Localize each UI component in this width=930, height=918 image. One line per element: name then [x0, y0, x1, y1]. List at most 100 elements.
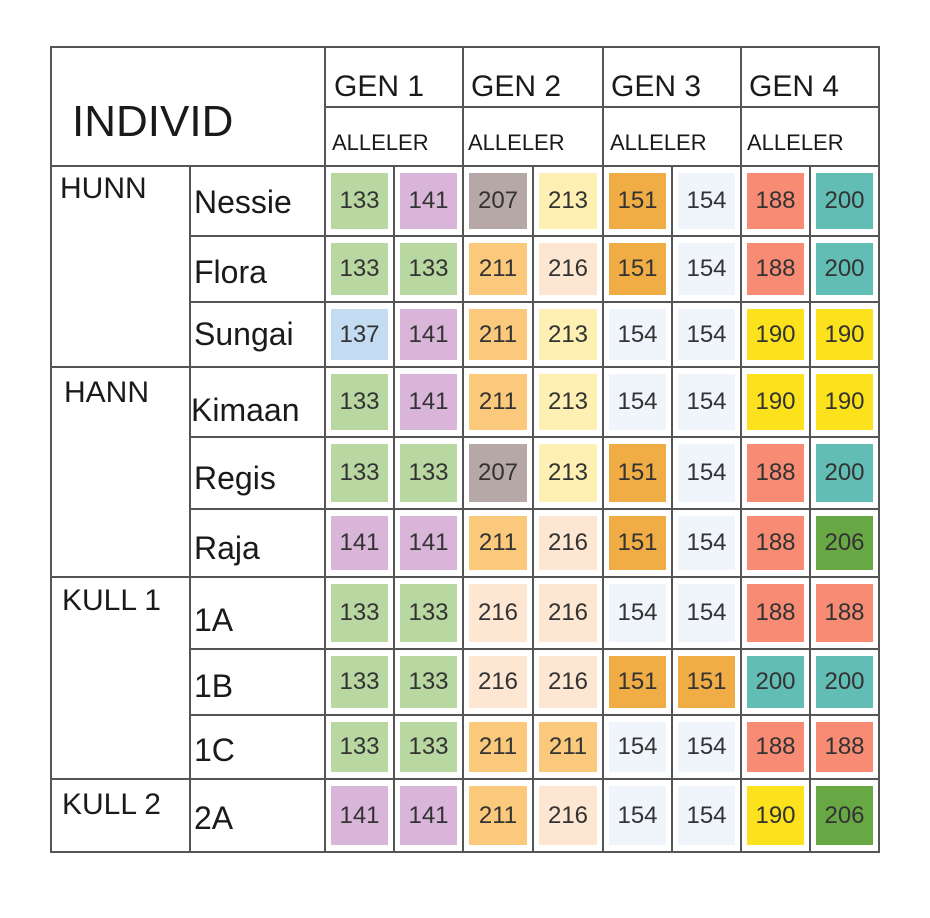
gene-divider [740, 48, 742, 165]
allele-cell: 133 [331, 656, 388, 708]
allele-cell: 154 [678, 173, 735, 229]
allele-cell: 211 [469, 786, 527, 845]
allele-cell: 188 [816, 722, 873, 772]
allele-cell: 216 [539, 786, 597, 845]
allele-cell: 154 [609, 722, 666, 772]
allele-label-1: ALLELER [332, 130, 429, 155]
individual-name: Flora [194, 254, 267, 290]
allele-cell: 216 [539, 243, 597, 295]
allele-cell: 141 [400, 309, 457, 360]
allele-cell: 200 [816, 656, 873, 708]
allele-cell: 151 [609, 516, 666, 570]
allele-cell: 213 [539, 444, 597, 502]
allele-cell: 188 [747, 516, 804, 570]
allele-cell: 216 [469, 584, 527, 642]
individual-name: Kimaan [191, 392, 300, 428]
allele-cell: 154 [609, 584, 666, 642]
allele-cell: 190 [747, 374, 804, 430]
allele-cell: 211 [469, 374, 527, 430]
allele-cell: 151 [609, 243, 666, 295]
allele-cell: 200 [816, 444, 873, 502]
table-title: INDIVID [72, 97, 234, 146]
cell-divider [740, 165, 742, 851]
allele-cell: 211 [469, 309, 527, 360]
cell-divider [532, 165, 534, 851]
allele-cell: 141 [400, 173, 457, 229]
group-divider [52, 366, 878, 368]
allele-cell: 188 [747, 722, 804, 772]
individual-name: Raja [194, 530, 260, 566]
allele-cell: 133 [400, 584, 457, 642]
allele-cell: 211 [469, 722, 527, 772]
allele-cell: 188 [747, 243, 804, 295]
gene-divider [462, 48, 464, 165]
allele-cell: 154 [609, 309, 666, 360]
allele-cell: 154 [678, 516, 735, 570]
header-bottom-line [52, 165, 878, 167]
allele-cell: 213 [539, 374, 597, 430]
allele-cell: 216 [469, 656, 527, 708]
individual-name: Sungai [194, 316, 294, 352]
allele-cell: 188 [747, 444, 804, 502]
group-divider [52, 576, 878, 578]
allele-cell: 133 [331, 444, 388, 502]
individual-name: Regis [194, 460, 276, 496]
allele-cell: 141 [400, 516, 457, 570]
allele-cell: 190 [747, 786, 804, 845]
allele-cell: 216 [539, 584, 597, 642]
allele-cell: 151 [609, 173, 666, 229]
allele-cell: 133 [331, 243, 388, 295]
allele-cell: 154 [609, 374, 666, 430]
allele-cell: 141 [331, 516, 388, 570]
allele-cell: 216 [539, 516, 597, 570]
group-label-kull-1: KULL 1 [62, 584, 161, 617]
allele-cell: 154 [678, 722, 735, 772]
allele-cell: 190 [816, 374, 873, 430]
allele-cell: 133 [400, 444, 457, 502]
individual-name: 2A [194, 800, 234, 836]
allele-cell: 206 [816, 786, 873, 845]
cell-divider [809, 165, 811, 851]
allele-table: INDIVID GEN 1 GEN 2 GEN 3 GEN 4 ALLELER … [50, 46, 880, 853]
allele-cell: 151 [609, 656, 666, 708]
allele-cell: 133 [400, 656, 457, 708]
allele-cell: 133 [331, 722, 388, 772]
group-label-hunn: HUNN [60, 172, 147, 205]
cell-divider [602, 165, 604, 851]
individual-name: 1A [194, 602, 234, 638]
allele-cell: 133 [331, 173, 388, 229]
allele-cell: 216 [539, 656, 597, 708]
allele-cell: 190 [816, 309, 873, 360]
cell-divider [393, 165, 395, 851]
header-divider [324, 106, 878, 108]
allele-cell: 154 [678, 243, 735, 295]
allele-cell: 141 [400, 374, 457, 430]
allele-cell: 211 [469, 243, 527, 295]
allele-cell: 200 [816, 173, 873, 229]
allele-cell: 190 [747, 309, 804, 360]
allele-cell: 151 [678, 656, 735, 708]
cell-divider [462, 165, 464, 851]
allele-cell: 137 [331, 309, 388, 360]
gene-header-1: GEN 1 [334, 70, 425, 103]
allele-cell: 200 [747, 656, 804, 708]
column-divider [324, 48, 326, 851]
gene-header-4: GEN 4 [749, 70, 840, 103]
allele-cell: 133 [331, 374, 388, 430]
allele-cell: 207 [469, 173, 527, 229]
allele-cell: 154 [678, 444, 735, 502]
individual-name: Nessie [194, 184, 292, 220]
allele-cell: 213 [539, 173, 597, 229]
gene-header-3: GEN 3 [611, 70, 702, 103]
individual-name: 1C [194, 732, 235, 768]
allele-cell: 207 [469, 444, 527, 502]
gene-header-2: GEN 2 [471, 70, 562, 103]
allele-label-2: ALLELER [468, 130, 565, 155]
cell-divider [671, 165, 673, 851]
allele-cell: 133 [331, 584, 388, 642]
allele-cell: 211 [539, 722, 597, 772]
allele-cell: 188 [747, 584, 804, 642]
individual-name: 1B [194, 668, 234, 704]
allele-cell: 188 [747, 173, 804, 229]
group-divider [52, 778, 878, 780]
